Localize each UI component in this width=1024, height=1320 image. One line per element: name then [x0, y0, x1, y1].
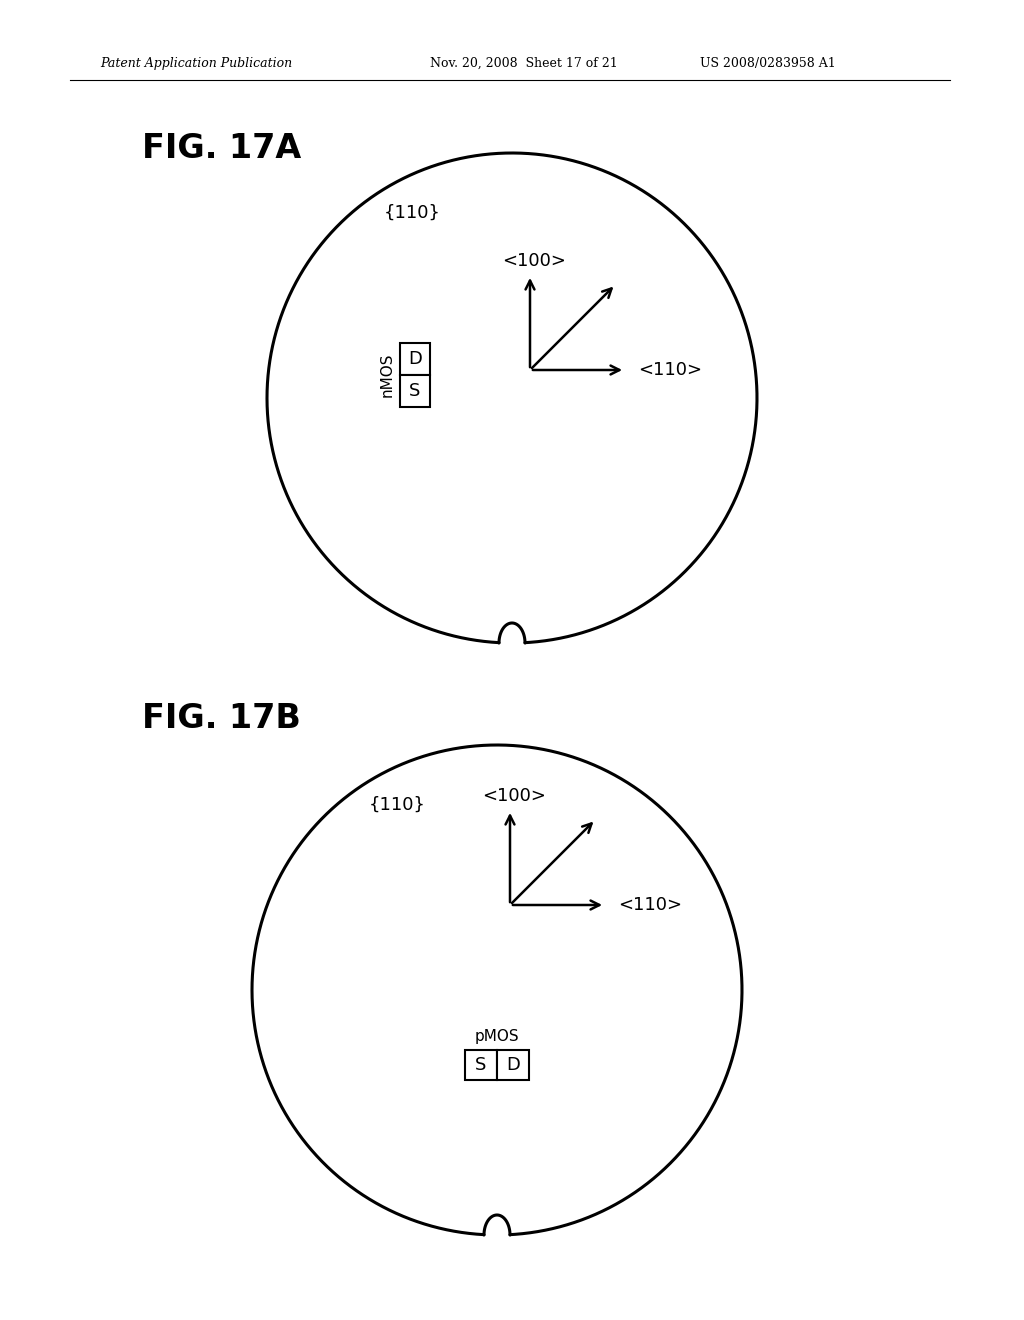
Text: pMOS: pMOS [475, 1030, 519, 1044]
Text: S: S [475, 1056, 486, 1074]
Text: <100>: <100> [502, 252, 566, 271]
Text: D: D [408, 350, 422, 368]
Text: Nov. 20, 2008  Sheet 17 of 21: Nov. 20, 2008 Sheet 17 of 21 [430, 57, 617, 70]
Text: <100>: <100> [482, 787, 546, 805]
Bar [400, 375, 430, 407]
Text: <110>: <110> [618, 896, 682, 913]
Text: FIG. 17B: FIG. 17B [142, 701, 301, 734]
Text: Patent Application Publication: Patent Application Publication [100, 57, 292, 70]
Bar [400, 343, 430, 375]
Text: US 2008/0283958 A1: US 2008/0283958 A1 [700, 57, 836, 70]
Text: D: D [506, 1056, 520, 1074]
Text: FIG. 17A: FIG. 17A [142, 132, 301, 165]
Text: {110}: {110} [384, 205, 440, 222]
Bar [465, 1049, 497, 1080]
Text: S: S [410, 381, 421, 400]
Text: {110}: {110} [369, 796, 425, 814]
Bar [497, 1049, 529, 1080]
Text: nMOS: nMOS [380, 352, 395, 397]
Text: <110>: <110> [638, 360, 702, 379]
